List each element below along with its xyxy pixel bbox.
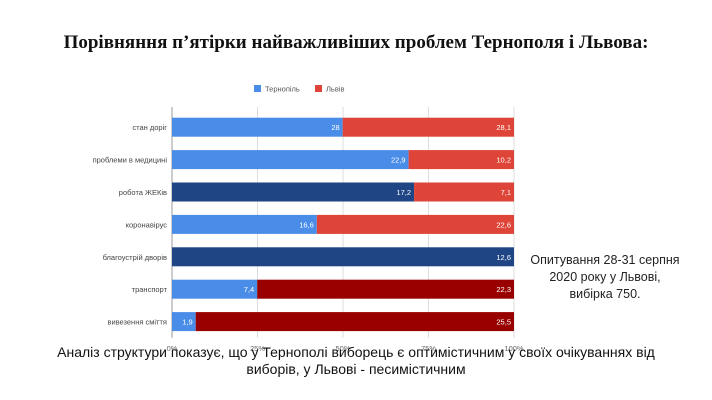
legend-swatch	[315, 85, 322, 92]
bar-segment	[316, 214, 514, 234]
legend: Тернопіль Львів	[254, 85, 344, 94]
bar-value-label: 10,2	[496, 156, 511, 165]
survey-note: Опитування 28-31 серпня 2020 року у Льво…	[530, 253, 680, 301]
x-tick-label: 75%	[421, 344, 436, 353]
chart-title: Порівняння п’ятірки найважливіших пробле…	[63, 32, 649, 53]
category-label: коронавірус	[126, 220, 168, 229]
category-label: робота ЖЕКів	[119, 188, 167, 197]
bar-value-label: 22,9	[391, 156, 406, 165]
category-label: стан доріг	[132, 123, 167, 132]
bar-value-label: 7,4	[244, 285, 254, 294]
bar-value-label: 12,6	[496, 253, 511, 262]
bar-segment	[172, 182, 415, 202]
legend-label: Тернопіль	[265, 85, 300, 94]
bar-labels: 28 28,1 22,9 10,2 17,2 7,1 16,6 22,6 12,6 7,4 22,3…	[182, 123, 511, 326]
bar-value-label: 22,6	[496, 220, 511, 229]
x-tick-label: 0%	[167, 344, 178, 353]
bar-value-label: 25,5	[496, 318, 511, 327]
bar-segment	[172, 150, 409, 170]
legend-label: Львів	[326, 85, 344, 94]
bar-value-label: 28	[331, 123, 339, 132]
bar-value-label: 17,2	[396, 188, 411, 197]
bar-segment	[172, 117, 343, 137]
bars	[172, 117, 514, 332]
category-label: транспорт	[132, 285, 168, 294]
bar-segment	[408, 150, 514, 170]
category-label: проблеми в медицині	[93, 156, 168, 165]
bar-segment	[172, 312, 196, 332]
legend-swatch	[254, 85, 261, 92]
bar-segment	[172, 247, 514, 267]
bar-segment	[414, 182, 514, 202]
category-label: вивезення сміття	[107, 318, 167, 327]
x-tick-label: 25%	[250, 344, 265, 353]
analysis-caption: Аналіз структури показує, що у Тернополі…	[57, 344, 655, 377]
x-tick-label: 50%	[335, 344, 350, 353]
x-tick-label: 100%	[504, 344, 524, 353]
bar-segment	[172, 279, 258, 299]
bar-segment	[257, 279, 514, 299]
bar-segment	[195, 312, 514, 332]
bar-segment	[172, 214, 317, 234]
bar-value-label: 22,3	[496, 285, 511, 294]
bar-value-label: 28,1	[496, 123, 511, 132]
bar-value-label: 16,6	[299, 220, 314, 229]
category-label: благоустрій дворів	[103, 253, 167, 262]
bar-value-label: 1,9	[182, 318, 192, 327]
bar-value-label: 7,1	[501, 188, 511, 197]
x-tick-labels: 0% 25% 50% 75% 100%	[167, 344, 524, 353]
category-labels: стан доріг проблеми в медицині робота ЖЕКі…	[93, 123, 168, 326]
bar-segment	[342, 117, 514, 137]
